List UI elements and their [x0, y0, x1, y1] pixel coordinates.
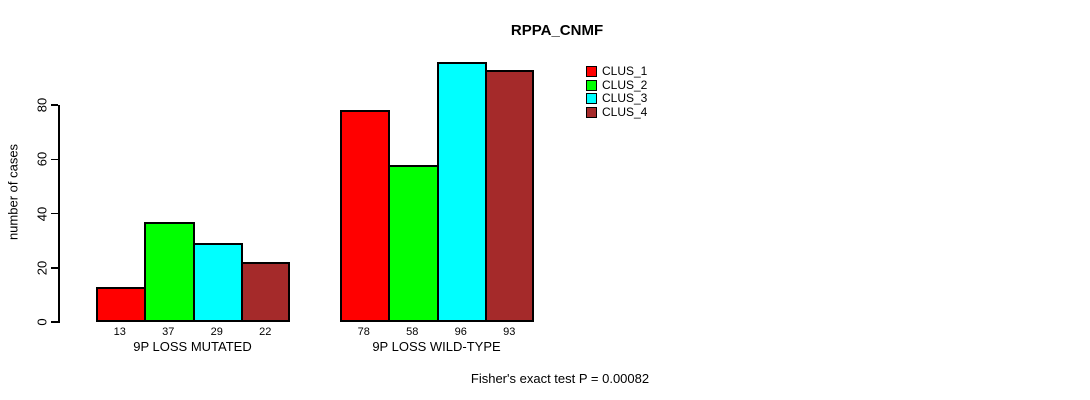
category-label: 9P LOSS MUTATED — [133, 339, 252, 354]
y-axis-label: number of cases — [5, 143, 21, 241]
bar-value-label: 93 — [503, 326, 516, 338]
bar-clus_3-1 — [192, 243, 243, 322]
bar-value-label: 29 — [210, 326, 223, 338]
legend-item-clus_3: CLUS_3 — [586, 91, 648, 106]
y-axis-tick — [51, 212, 58, 215]
y-axis-tick — [51, 158, 58, 160]
legend-item-clus_4: CLUS_4 — [586, 105, 648, 120]
y-axis-tick-label: 80 — [34, 97, 50, 113]
legend-label: CLUS_2 — [602, 77, 648, 92]
legend-swatch-icon — [586, 107, 597, 119]
y-axis-tick — [51, 267, 58, 269]
bar-value-label: 22 — [259, 326, 272, 338]
legend-swatch-icon — [586, 66, 597, 77]
bar-value-label: 78 — [357, 326, 370, 338]
legend-label: CLUS_3 — [602, 91, 648, 106]
bar-clus_1-1 — [95, 286, 146, 322]
y-axis-line — [58, 105, 60, 323]
y-axis-tick — [51, 321, 58, 323]
bar-value-label: 37 — [162, 326, 175, 338]
legend-item-clus_1: CLUS_1 — [586, 64, 648, 78]
bar-clus_3-2 — [436, 61, 487, 322]
chart-title: RPPA_CNMF — [510, 22, 604, 39]
bar-clus_2-2 — [388, 164, 439, 322]
category-label: 9P LOSS WILD-TYPE — [372, 339, 501, 354]
y-axis-tick-label: 40 — [34, 206, 50, 221]
bar-value-label: 58 — [406, 326, 419, 338]
legend-swatch-icon — [586, 79, 597, 91]
y-axis-tick-label: 0 — [34, 318, 50, 326]
bar-clus_1-2 — [339, 110, 390, 322]
legend-label: CLUS_4 — [602, 105, 648, 120]
y-axis-tick — [51, 104, 58, 106]
y-axis-tick-label: 20 — [34, 260, 50, 275]
bar-value-label: 96 — [454, 326, 467, 338]
bar-value-label: 13 — [113, 326, 126, 338]
bar-clus_4-1 — [241, 262, 290, 322]
bar-clus_4-2 — [485, 69, 534, 322]
legend-label: CLUS_1 — [602, 64, 648, 78]
legend-swatch-icon — [586, 93, 597, 105]
legend-item-clus_2: CLUS_2 — [586, 77, 648, 92]
y-axis-tick-label: 60 — [34, 152, 50, 167]
bar-clus_2-1 — [144, 221, 195, 322]
annotation-text: Fisher's exact test P = 0.00082 — [470, 371, 650, 386]
